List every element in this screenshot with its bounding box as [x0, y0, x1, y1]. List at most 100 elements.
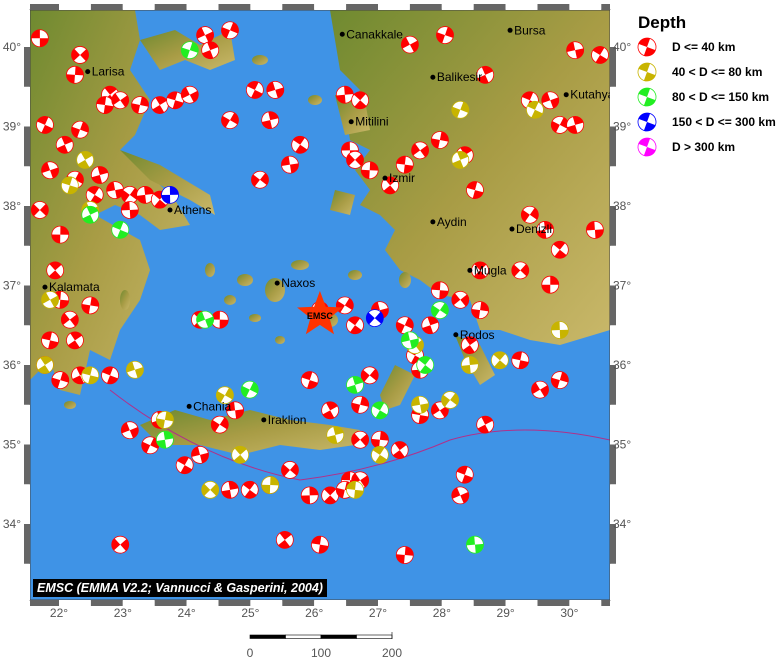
- focal-mechanism-beachball: [30, 201, 49, 219]
- focal-mechanism-beachball: [60, 176, 79, 195]
- focal-mechanism-beachball: [566, 41, 585, 60]
- focal-mechanism-beachball: [136, 185, 155, 204]
- city-label: Larisa: [92, 65, 125, 79]
- focal-mechanism-beachball: [41, 290, 59, 309]
- lat-tick-label: 39°: [613, 120, 631, 134]
- lon-tick-label: 24°: [178, 606, 196, 620]
- focal-mechanism-beachball: [451, 486, 470, 505]
- legend-item-label: 150 < D <= 300 km: [672, 115, 776, 129]
- focal-mechanism-beachball: [201, 480, 220, 499]
- focal-mechanism-beachball: [231, 445, 250, 464]
- city-dot: [186, 403, 192, 409]
- focal-mechanism-beachball: [400, 35, 419, 54]
- focal-mechanism-beachball: [191, 445, 209, 464]
- focal-mechanism-beachball: [550, 321, 569, 339]
- focal-mechanism-beachball: [421, 316, 440, 335]
- legend-beachball-icon: [637, 112, 657, 132]
- focal-mechanism-beachball: [300, 486, 319, 505]
- city-dot: [430, 74, 436, 80]
- focal-mechanism-beachball: [281, 461, 299, 479]
- map-area: Canakkale Bursa Larisa Balikesir Kutahya Miti…: [30, 10, 610, 600]
- focal-mechanism-beachball: [451, 150, 470, 169]
- focal-mechanism-beachball: [240, 380, 259, 399]
- focal-mechanism-beachball: [476, 415, 495, 434]
- focal-mechanism-beachball: [46, 261, 65, 280]
- legend-item-label: 80 < D <= 150 km: [672, 90, 769, 104]
- focal-mechanism-beachball: [460, 356, 479, 374]
- focal-mechanism-beachball: [371, 401, 389, 420]
- focal-mechanism-beachball: [536, 220, 555, 239]
- focal-mechanism-beachball: [226, 401, 244, 420]
- focal-mechanism-beachball: [51, 371, 70, 390]
- focal-mechanism-beachball: [395, 316, 414, 335]
- focal-mechanism-beachball: [520, 205, 539, 224]
- legend-item-label: D <= 40 km: [672, 40, 735, 54]
- focal-mechanism-beachball: [471, 301, 489, 320]
- focal-mechanism-beachball: [321, 486, 340, 505]
- graticule-labels: 22° 23° 24° 25° 26° 27° 28° 29° 30° 40° 40° 39° 39° 3…: [3, 40, 632, 620]
- focal-mechanism-beachball: [326, 426, 345, 444]
- focal-mechanism-beachball: [395, 546, 414, 564]
- focal-mechanism-beachball: [126, 360, 144, 379]
- lon-tick-label: 23°: [114, 606, 132, 620]
- focal-mechanism-beachball: [261, 111, 280, 130]
- city-label: Chania: [193, 399, 231, 413]
- focal-mechanism-beachball: [221, 480, 239, 499]
- focal-mechanism-beachball: [66, 331, 84, 350]
- focal-mechanism-beachball: [586, 220, 604, 239]
- lat-tick-label: 38°: [3, 199, 21, 213]
- focal-mechanism-beachball: [215, 386, 234, 405]
- focal-mechanism-beachball: [120, 185, 139, 204]
- lon-tick-label: 25°: [241, 606, 259, 620]
- focal-mechanism-beachball: [266, 81, 285, 99]
- city-dot: [430, 219, 436, 225]
- city-label: Mitilini: [355, 115, 388, 129]
- focal-mechanism-beachball: [196, 310, 215, 329]
- lon-tick-label: 27°: [369, 606, 387, 620]
- focal-mechanism-beachball: [156, 410, 174, 429]
- focal-mechanism-beachball: [371, 445, 389, 464]
- focal-mechanism-beachball: [430, 131, 449, 149]
- focal-mechanism-beachball: [476, 65, 495, 84]
- focal-mechanism-beachball: [120, 421, 139, 440]
- focal-mechanism-beachball: [41, 331, 59, 350]
- focal-mechanism-beachball: [71, 46, 89, 64]
- focal-mechanism-beachball: [335, 85, 354, 104]
- focal-mechanisms: [30, 21, 609, 564]
- city-label: Bursa: [514, 23, 546, 37]
- focal-mechanism-beachball: [156, 430, 174, 449]
- focal-mechanism-beachball: [36, 116, 54, 134]
- focal-mechanism-beachball: [455, 465, 474, 484]
- focal-mechanism-beachball: [311, 535, 329, 554]
- focal-mechanism-beachball: [451, 100, 470, 119]
- focal-mechanism-beachball: [346, 150, 364, 169]
- focal-mechanism-beachball: [351, 91, 370, 110]
- focal-mechanism-beachball: [166, 91, 185, 110]
- focal-mechanism-beachball: [240, 480, 259, 499]
- focal-mechanism-beachball: [106, 181, 125, 200]
- focal-mechanism-beachball: [471, 261, 489, 280]
- lat-tick-label: 37°: [3, 279, 21, 293]
- focal-mechanism-beachball: [85, 185, 104, 204]
- focal-mechanism-beachball: [321, 401, 340, 420]
- focal-mechanism-beachball: [41, 161, 59, 180]
- legend-title: Depth: [638, 13, 686, 32]
- focal-mechanism-beachball: [30, 29, 49, 48]
- focal-mechanism-beachball: [150, 96, 169, 114]
- focal-mechanism-beachball: [81, 296, 100, 315]
- focal-mechanism-beachball: [281, 155, 299, 174]
- focal-mechanism-beachball: [490, 351, 509, 370]
- focal-mechanism-beachball: [411, 141, 430, 160]
- city-label: Athens: [174, 203, 211, 217]
- focal-mechanism-beachball: [251, 170, 269, 189]
- city-dot: [507, 27, 513, 33]
- epicenter-label: EMSC: [307, 311, 334, 321]
- map-frame: [24, 4, 616, 606]
- focal-mechanism-beachball: [161, 185, 179, 204]
- focal-mechanism-beachball: [291, 135, 310, 154]
- focal-mechanism-beachball: [90, 166, 109, 184]
- legend-beachball-icon: [637, 62, 657, 82]
- focal-mechanism-beachball: [66, 65, 84, 84]
- focal-mechanism-beachball: [411, 395, 430, 414]
- focal-mechanism-beachball: [175, 456, 194, 475]
